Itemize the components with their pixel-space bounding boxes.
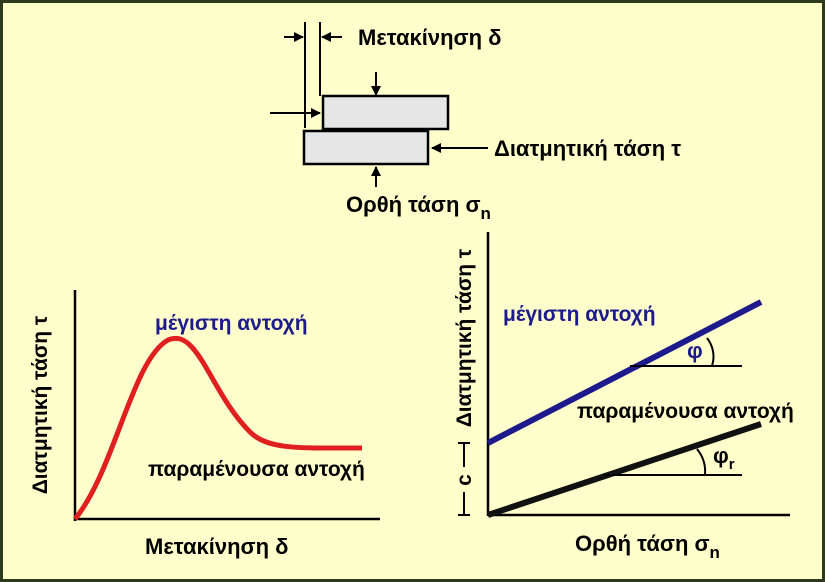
phi-r-arc — [696, 448, 707, 476]
shear-stress-label: Διατμητική τάση τ — [494, 136, 681, 161]
normal-stress-label: Ορθή τάση σn — [346, 192, 491, 223]
phi-r-subscript: r — [729, 456, 735, 473]
phi-arc — [706, 337, 715, 367]
stress-displacement-curve — [73, 335, 363, 521]
right-chart: φ φr c μέγιστη αντοχή παραμένουσα αντοχή… — [453, 232, 794, 562]
displacement-label: Μετακίνηση δ — [358, 25, 502, 50]
shear-box-schematic: Μετακίνηση δ Διατμητική τάση τ Ορθή τάση… — [270, 22, 681, 223]
peak-strength-line — [486, 299, 763, 446]
right-x-axis-subscript: n — [710, 543, 720, 562]
right-peak-label: μέγιστη αντοχή — [503, 303, 656, 326]
residual-strength-line — [487, 421, 762, 518]
phi-r-label: φr — [713, 443, 735, 473]
left-x-axis-label: Μετακίνηση δ — [145, 534, 289, 559]
left-residual-label: παραμένουσα αντοχή — [148, 458, 365, 481]
left-y-axis-label: Διατμητική τάση τ — [29, 315, 52, 494]
left-chart: μέγιστη αντοχή παραμένουσα αντοχή Διατμη… — [29, 290, 380, 559]
lower-block — [302, 129, 430, 166]
right-y-axis-label: Διατμητική τάση τ — [453, 248, 476, 427]
phi-r-label-text: φ — [713, 443, 729, 468]
upper-block — [321, 94, 450, 131]
right-x-axis-label: Ορθή τάση σn — [575, 531, 720, 562]
normal-stress-subscript: n — [481, 204, 491, 223]
right-residual-label: παραμένουσα αντοχή — [577, 400, 794, 423]
normal-stress-label-text: Ορθή τάση σ — [346, 192, 481, 217]
right-x-axis-label-text: Ορθή τάση σ — [575, 531, 710, 556]
phi-label: φ — [687, 338, 703, 363]
cohesion-label: c — [453, 474, 476, 486]
left-peak-label: μέγιστη αντοχή — [155, 312, 308, 335]
